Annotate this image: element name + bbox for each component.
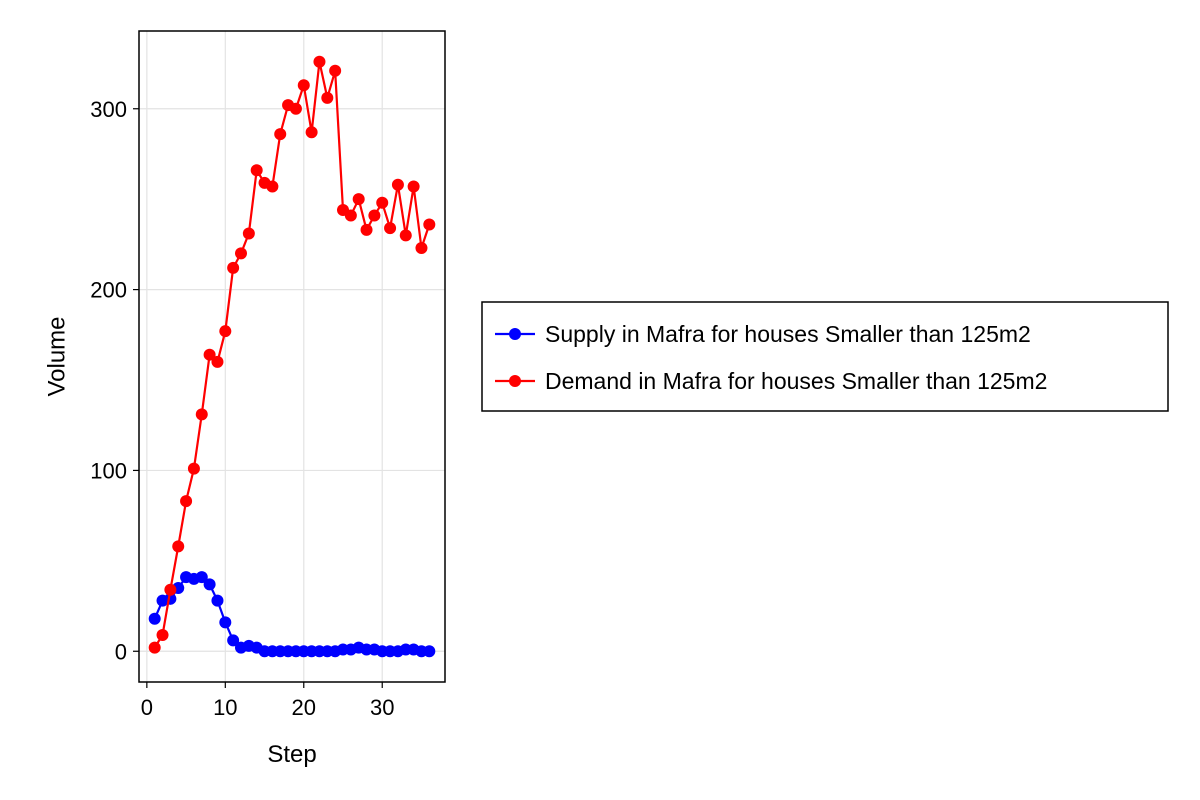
series-1 xyxy=(148,571,436,658)
data-point xyxy=(227,634,240,647)
data-point xyxy=(148,612,161,625)
y-tick-label: 100 xyxy=(90,458,127,483)
data-point xyxy=(148,641,161,654)
series-2 xyxy=(148,55,436,654)
data-point xyxy=(423,218,436,231)
series-line xyxy=(153,60,431,649)
data-point xyxy=(172,540,185,553)
data-point xyxy=(211,355,224,368)
data-point xyxy=(250,164,263,177)
data-point xyxy=(329,64,342,77)
data-point xyxy=(384,222,397,235)
data-point xyxy=(305,126,318,139)
data-point xyxy=(266,180,279,193)
legend-marker-swatch xyxy=(509,328,521,340)
legend: Supply in Mafra for houses Smaller than … xyxy=(481,301,1169,412)
data-point xyxy=(344,209,357,222)
x-tick-label: 20 xyxy=(292,695,316,720)
data-point xyxy=(235,247,247,260)
data-point xyxy=(352,193,365,206)
plot-area-frame xyxy=(138,30,446,683)
legend-marker-swatch xyxy=(509,375,521,387)
data-point xyxy=(195,571,208,584)
x-axis-label: Step xyxy=(267,741,316,768)
legend-label: Demand in Mafra for houses Smaller than … xyxy=(545,368,1047,394)
x-tick-label: 30 xyxy=(370,695,394,720)
data-point xyxy=(391,178,404,191)
legend-item: Demand in Mafra for houses Smaller than … xyxy=(495,368,1047,394)
data-point xyxy=(407,180,420,193)
legend-label: Supply in Mafra for houses Smaller than … xyxy=(545,321,1031,347)
data-point xyxy=(187,462,200,475)
data-point xyxy=(156,628,169,641)
data-point xyxy=(368,209,381,222)
y-axis-label: Volume xyxy=(43,316,70,396)
y-tick-label: 200 xyxy=(90,278,127,303)
data-point xyxy=(423,645,436,658)
y-tick-label: 0 xyxy=(115,639,127,664)
data-point xyxy=(289,102,302,115)
data-point xyxy=(211,594,224,607)
data-point xyxy=(297,79,310,92)
data-point xyxy=(274,128,287,141)
data-point xyxy=(415,242,428,254)
data-point xyxy=(195,408,208,421)
legend-box xyxy=(481,301,1169,412)
x-tick-label: 0 xyxy=(141,695,153,720)
data-point xyxy=(164,583,177,596)
data-point xyxy=(203,578,216,591)
data-point xyxy=(321,91,334,104)
data-point xyxy=(227,261,240,274)
series-layer xyxy=(148,55,436,658)
data-point xyxy=(313,55,326,68)
data-point xyxy=(242,227,255,240)
data-point xyxy=(376,196,389,209)
data-point xyxy=(219,325,232,338)
data-point xyxy=(203,348,216,361)
x-tick-label: 10 xyxy=(213,695,237,720)
legend-item: Supply in Mafra for houses Smaller than … xyxy=(495,321,1031,347)
data-point xyxy=(360,223,373,236)
y-tick-label: 300 xyxy=(90,97,127,122)
data-point xyxy=(219,616,232,629)
grid-lines xyxy=(139,31,445,682)
series-line xyxy=(153,576,430,653)
data-point xyxy=(180,495,193,508)
data-point xyxy=(399,229,412,242)
